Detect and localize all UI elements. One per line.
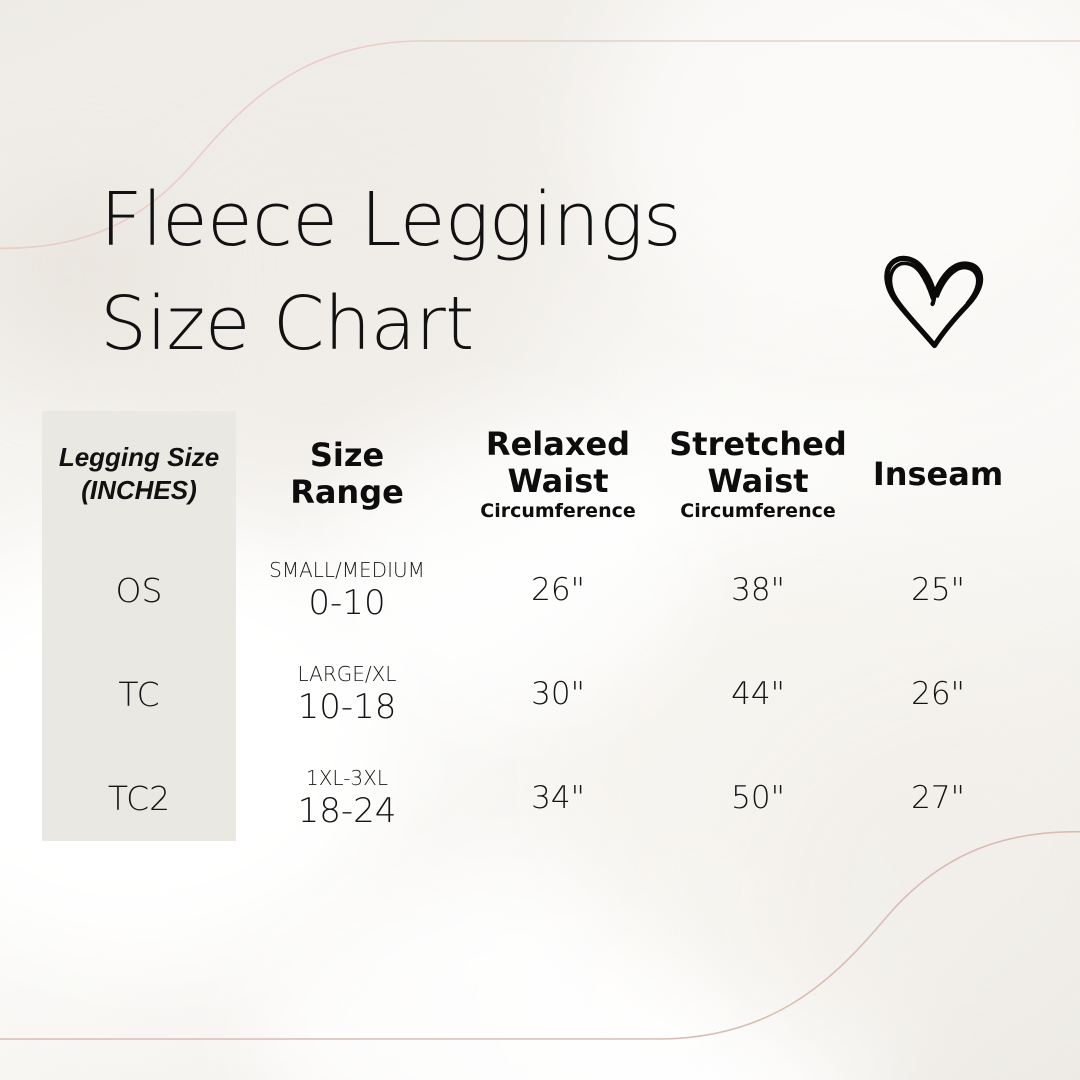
table-row: TC LARGE/XL 10-18 30" 44" 26"	[42, 642, 1018, 746]
header-size-range: Size Range	[236, 410, 458, 538]
header-relaxed-waist-line1: Relaxed	[485, 424, 631, 463]
header-legging-size-line2: (INCHES)	[81, 475, 197, 505]
header-stretched-waist: Stretched Waist Circumference	[658, 410, 858, 538]
cell-inseam: 26"	[911, 676, 965, 712]
cell-size-range-label: 1XL-3XL	[305, 766, 388, 790]
title-line-2: Size Chart	[100, 281, 474, 367]
header-size-range-line1: Size	[309, 436, 385, 474]
header-relaxed-waist: Relaxed Waist Circumference	[458, 410, 658, 538]
cell-inseam: 27"	[911, 780, 965, 816]
cell-relaxed-waist: 30"	[531, 676, 585, 712]
size-chart-table: Legging Size (INCHES) Size Range Relaxed…	[42, 410, 1018, 850]
cell-size-range-numbers: 0-10	[308, 583, 386, 623]
cell-legging-size: TC2	[107, 778, 171, 818]
cell-size-range-numbers: 10-18	[297, 687, 397, 727]
heart-doodle-icon	[884, 255, 984, 349]
table-row: OS SMALL/MEDIUM 0-10 26" 38" 25"	[42, 538, 1018, 642]
cell-size-range-label: SMALL/MEDIUM	[269, 558, 425, 582]
cell-size-range: SMALL/MEDIUM 0-10	[236, 538, 458, 642]
cell-stretched-waist: 38"	[731, 572, 785, 608]
cell-size-range-label: LARGE/XL	[297, 662, 397, 686]
cell-relaxed-waist: 34"	[531, 780, 585, 816]
table-row: TC2 1XL-3XL 18-24 34" 50" 27"	[42, 746, 1018, 850]
page-title: Fleece Leggings Size Chart	[100, 168, 820, 376]
header-relaxed-waist-line2: Waist	[507, 461, 609, 500]
header-stretched-waist-sub: Circumference	[680, 499, 836, 522]
first-column-shade	[42, 411, 236, 841]
cell-size-range: LARGE/XL 10-18	[236, 642, 458, 746]
cell-size-range: 1XL-3XL 18-24	[236, 746, 458, 850]
header-inseam-line1: Inseam	[872, 454, 1004, 493]
header-inseam: Inseam	[858, 410, 1018, 538]
table-header-row: Legging Size (INCHES) Size Range Relaxed…	[42, 410, 1018, 538]
header-stretched-waist-line2: Waist	[707, 461, 809, 500]
cell-legging-size: OS	[115, 570, 163, 610]
header-stretched-waist-line1: Stretched	[669, 424, 847, 463]
header-legging-size-line1: Legging Size	[58, 442, 220, 472]
cell-stretched-waist: 50"	[731, 780, 785, 816]
header-relaxed-waist-sub: Circumference	[480, 499, 636, 522]
header-size-range-line2: Range	[290, 473, 404, 511]
title-line-1: Fleece Leggings	[100, 177, 682, 263]
cell-size-range-numbers: 18-24	[297, 791, 397, 831]
cell-stretched-waist: 44"	[731, 676, 785, 712]
header-legging-size: Legging Size (INCHES)	[42, 410, 236, 538]
cell-inseam: 25"	[911, 572, 965, 608]
cell-legging-size: TC	[118, 674, 160, 714]
cell-relaxed-waist: 26"	[531, 572, 585, 608]
